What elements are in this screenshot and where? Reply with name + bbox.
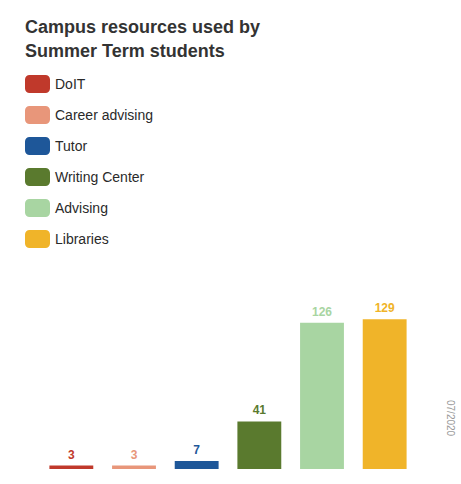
svg-text:Career advising: Career advising bbox=[55, 107, 153, 123]
svg-text:Summer Term students: Summer Term students bbox=[25, 41, 225, 61]
svg-text:Libraries: Libraries bbox=[55, 231, 109, 247]
svg-text:DoIT: DoIT bbox=[55, 76, 86, 92]
svg-text:Campus resources used by: Campus resources used by bbox=[25, 17, 260, 37]
svg-text:3: 3 bbox=[131, 448, 138, 462]
svg-text:129: 129 bbox=[375, 301, 395, 315]
svg-text:Tutor: Tutor bbox=[55, 138, 87, 154]
svg-text:41: 41 bbox=[253, 403, 267, 417]
svg-text:Writing Center: Writing Center bbox=[55, 169, 145, 185]
svg-text:7: 7 bbox=[193, 443, 200, 457]
svg-text:07/2020: 07/2020 bbox=[445, 400, 456, 437]
svg-text:Advising: Advising bbox=[55, 200, 108, 216]
svg-text:3: 3 bbox=[68, 448, 75, 462]
svg-text:126: 126 bbox=[312, 305, 332, 319]
